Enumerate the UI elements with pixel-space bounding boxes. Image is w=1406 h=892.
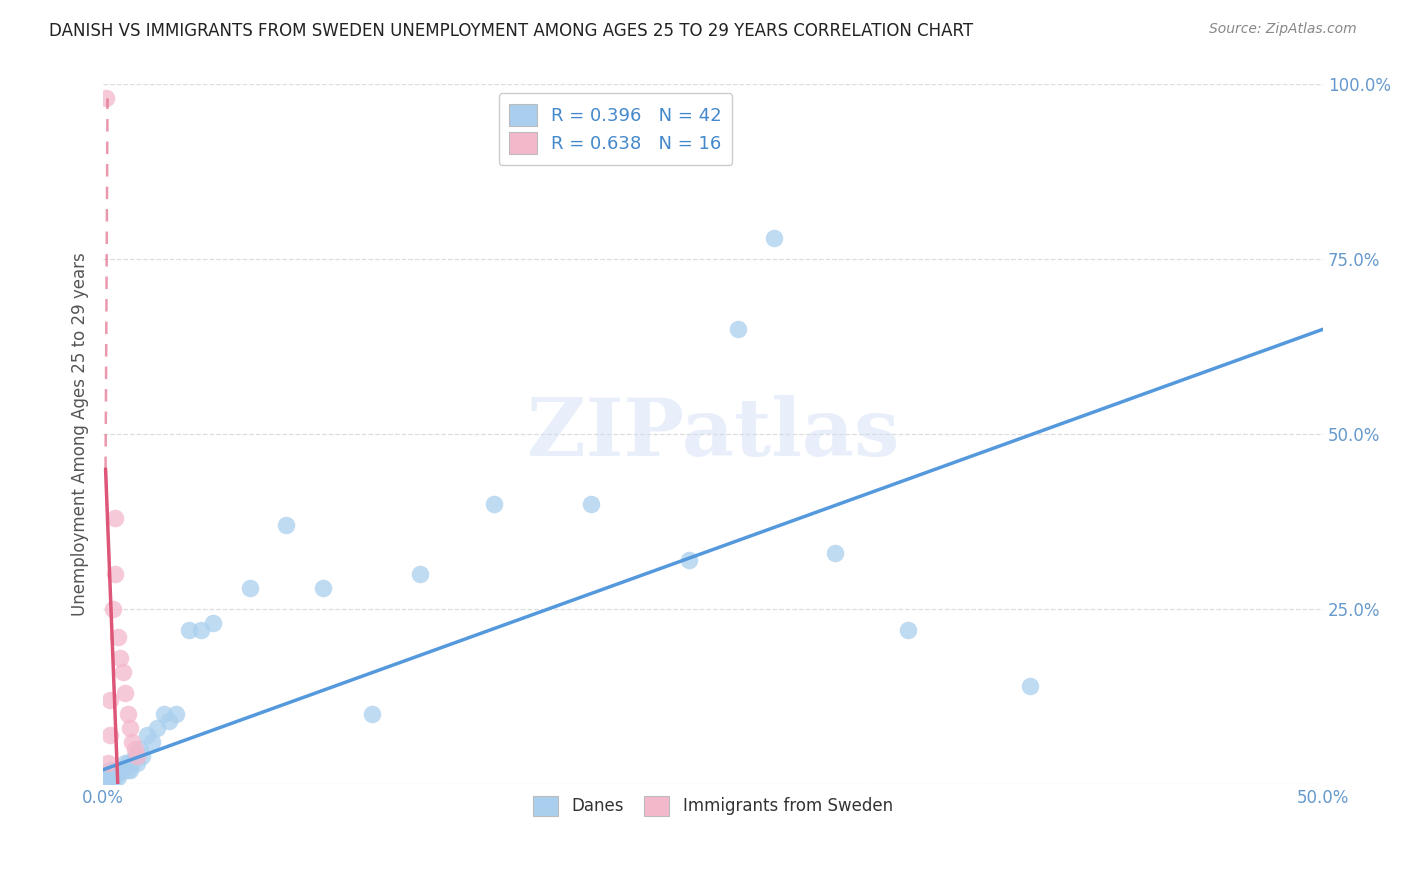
Text: DANISH VS IMMIGRANTS FROM SWEDEN UNEMPLOYMENT AMONG AGES 25 TO 29 YEARS CORRELAT: DANISH VS IMMIGRANTS FROM SWEDEN UNEMPLO… [49,22,973,40]
Point [100,770,122,784]
Point [897,623,920,637]
Point [111,763,134,777]
Point [104,763,127,777]
Point [121,756,143,770]
Point [117,706,139,721]
Point [104,511,127,525]
Point [360,706,382,721]
Point [118,763,141,777]
Point [157,714,180,728]
Point [101,602,124,616]
Point [121,735,143,749]
Point [104,770,127,784]
Point [727,322,749,336]
Point [146,721,169,735]
Point [107,630,129,644]
Point [127,756,149,770]
Point [94,91,117,105]
Point [100,763,122,777]
Point [114,756,136,770]
Point [108,763,131,777]
Point [482,497,505,511]
Point [190,623,212,637]
Point [118,721,141,735]
Point [107,770,129,784]
Point [124,748,146,763]
Point [128,741,150,756]
Point [153,706,176,721]
Point [1019,679,1042,693]
Point [131,748,153,763]
Point [201,615,224,630]
Y-axis label: Unemployment Among Ages 25 to 29 years: Unemployment Among Ages 25 to 29 years [72,252,89,616]
Point [276,518,298,533]
Point [111,665,134,679]
Point [97,770,120,784]
Point [165,706,187,721]
Point [100,693,122,707]
Point [117,763,139,777]
Point [678,553,700,567]
Point [312,581,335,595]
Point [101,770,124,784]
Point [117,756,139,770]
Point [579,497,602,511]
Point [763,231,786,245]
Point [97,756,120,770]
Point [177,623,200,637]
Text: Source: ZipAtlas.com: Source: ZipAtlas.com [1209,22,1357,37]
Point [141,735,163,749]
Point [238,581,260,595]
Point [409,566,432,581]
Point [136,728,159,742]
Text: ZIPatlas: ZIPatlas [527,395,900,473]
Point [104,566,127,581]
Point [124,741,146,756]
Point [94,770,117,784]
Point [107,766,129,780]
Point [108,651,131,665]
Legend: Danes, Immigrants from Sweden: Danes, Immigrants from Sweden [526,788,901,824]
Point [127,748,149,763]
Point [114,686,136,700]
Point [100,728,122,742]
Point [824,546,846,560]
